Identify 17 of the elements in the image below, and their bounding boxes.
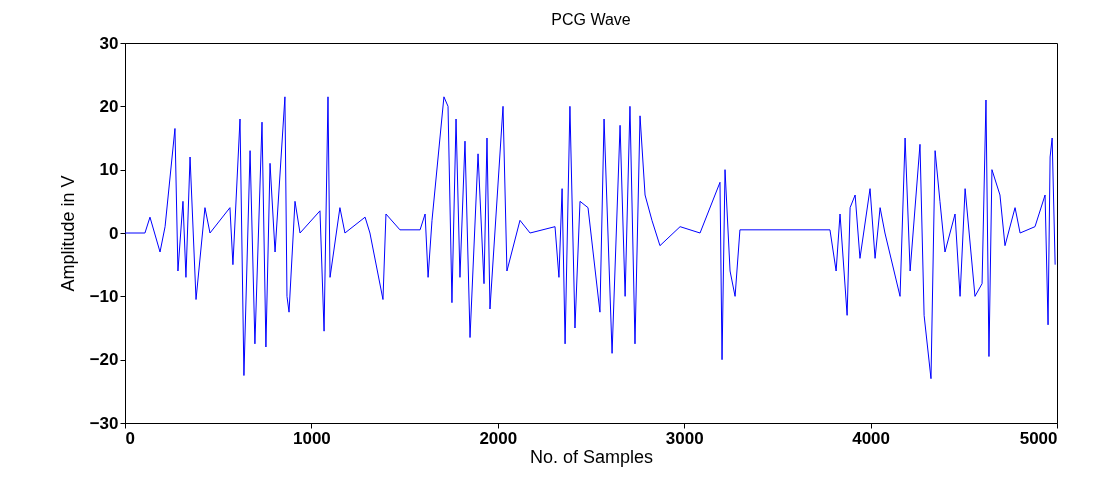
x-axis-title: No. of Samples (529, 446, 654, 467)
y-tick-label: 30 (99, 33, 119, 53)
x-tick-label: 1000 (292, 428, 331, 448)
x-tick-label: 3000 (665, 428, 704, 448)
y-tick-label: 10 (99, 160, 119, 180)
chart-title: PCG Wave (551, 11, 631, 28)
x-tick-label: 5000 (1019, 428, 1058, 448)
y-tick-label: −20 (89, 350, 119, 370)
y-tick-label: −30 (89, 413, 119, 433)
y-axis-title: Amplitude in V (57, 175, 78, 292)
x-tick-label: 0 (125, 428, 135, 448)
y-tick-label: 0 (109, 223, 119, 243)
y-tick-label: 20 (99, 96, 119, 116)
x-tick-label: 2000 (479, 428, 518, 448)
line-series (124, 96, 1056, 380)
x-tick-label: 4000 (852, 428, 891, 448)
y-tick-label: −10 (89, 286, 119, 306)
